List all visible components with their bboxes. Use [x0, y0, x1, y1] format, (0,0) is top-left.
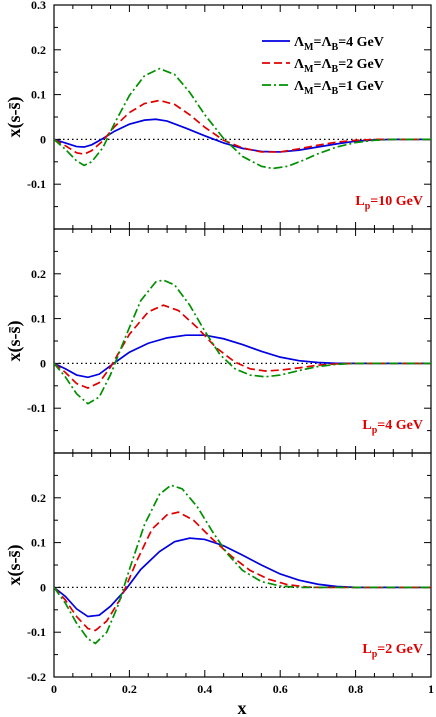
y-tick-label: -0.1 — [27, 177, 46, 191]
x-tick-labels: 0 0.2 0.4 0.6 0.8 1 — [51, 682, 434, 696]
x-axis-title: x — [238, 698, 247, 717]
y-tick-label: 0.2 — [31, 43, 46, 57]
series-line-solid — [54, 537, 431, 618]
y-tick-label: 0.1 — [31, 312, 46, 326]
series-line-dashed — [54, 511, 431, 632]
panel-2: 0.2 0.1 0 -0.1 x(s-s̄) Lp=4 GeV — [4, 228, 432, 454]
panels-layer: 0.3 0.2 0.1 0 -0.1 x(s-s̄) Lp=10 GeV 0.2 0.1 0 -0.… — [4, 0, 434, 696]
x-tick-label: 0.8 — [348, 682, 363, 696]
y-tick-label: 0.2 — [31, 267, 46, 281]
legend: ΛM=ΛB=4 GeV ΛM=ΛB=2 GeV ΛM=ΛB=1 GeV — [262, 35, 384, 97]
y-tick-label: 0.3 — [31, 0, 46, 12]
x-tick-label: 1 — [428, 682, 434, 696]
y-axis-title: x(s-s̄) — [4, 321, 25, 362]
y-tick-label: 0 — [40, 132, 46, 146]
series-line-dashed — [54, 304, 431, 389]
series-line-dashdot — [54, 484, 431, 645]
panel-label: Lp=2 GeV — [362, 642, 423, 660]
legend-entry: ΛM=ΛB=4 GeV — [294, 35, 384, 53]
legend-entry: ΛM=ΛB=2 GeV — [294, 57, 384, 75]
y-axis-title: x(s-s̄) — [4, 97, 25, 138]
x-tick-label: 0.4 — [197, 682, 212, 696]
y-tick-label: 0.1 — [31, 88, 46, 102]
panel-label: Lp=10 GeV — [355, 194, 423, 212]
panel-frame — [53, 228, 432, 454]
x-tick-label: 0.6 — [273, 682, 288, 696]
y-tick-label: 0 — [40, 580, 46, 594]
y-tick-label: -0.2 — [27, 670, 46, 684]
y-tick-label: 0.1 — [31, 536, 46, 550]
x-tick-label: 0 — [51, 682, 57, 696]
y-tick-label: 0.2 — [31, 491, 46, 505]
series-line-solid — [54, 118, 431, 153]
panel-3: 0.2 0.1 0 -0.1 -0.2 x(s-s̄) Lp=2 GeV — [4, 452, 432, 684]
series-line-dashed — [54, 99, 431, 156]
series-line-dashdot — [54, 279, 431, 405]
y-axis-title: x(s-s̄) — [4, 545, 25, 586]
x-tick-label: 0.2 — [122, 682, 137, 696]
series-line-solid — [54, 334, 431, 379]
panel-label: Lp=4 GeV — [362, 418, 423, 436]
series-line-dashdot — [54, 67, 431, 170]
y-tick-label: -0.1 — [27, 401, 46, 415]
y-tick-label: 0 — [40, 356, 46, 370]
y-tick-label: -0.1 — [27, 625, 46, 639]
legend-entry: ΛM=ΛB=1 GeV — [294, 79, 384, 97]
